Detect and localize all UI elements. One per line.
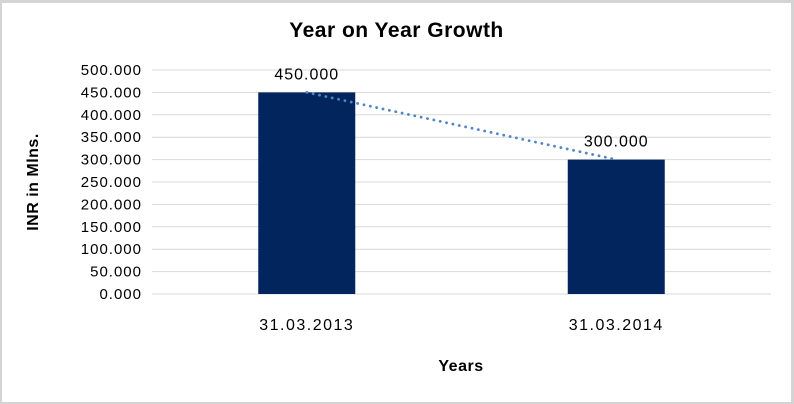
bar-chart-canvas: 0.000 50.000 100.000 150.000 200.000 250.000 3…: [25, 62, 771, 375]
x-category-label: 31.03.2014: [569, 317, 664, 334]
x-axis-title: Years: [438, 358, 483, 375]
y-tick-label: 150.000: [81, 219, 142, 236]
y-tick-label: 100.000: [81, 241, 142, 258]
gridlines: [152, 69, 771, 295]
y-tick-label: 0.000: [99, 286, 142, 303]
y-tick-label: 50.000: [90, 264, 142, 281]
bar[interactable]: [258, 92, 356, 295]
bar-value-label: 300.000: [584, 134, 649, 151]
y-tick-label: 450.000: [81, 84, 142, 101]
x-axis-category-labels: 31.03.2013 31.03.2014: [259, 317, 664, 334]
y-tick-label: 500.000: [81, 62, 142, 79]
y-axis-tick-labels: 0.000 50.000 100.000 150.000 200.000 250.000 3…: [81, 62, 142, 303]
y-tick-label: 400.000: [81, 107, 142, 124]
x-category-label: 31.03.2013: [259, 317, 354, 334]
bars: [258, 92, 665, 295]
chart-title: Year on Year Growth: [289, 19, 504, 42]
y-tick-label: 350.000: [81, 129, 142, 146]
y-axis-title: INR in Mlns.: [25, 133, 42, 231]
bar-value-label: 450.000: [274, 66, 339, 83]
bar-value-labels: 450.000 300.000: [274, 66, 649, 151]
y-tick-label: 200.000: [81, 196, 142, 213]
trendline[interactable]: [305, 91, 618, 162]
y-tick-label: 250.000: [81, 174, 142, 191]
y-tick-label: 300.000: [81, 152, 142, 169]
bar[interactable]: [567, 159, 665, 294]
